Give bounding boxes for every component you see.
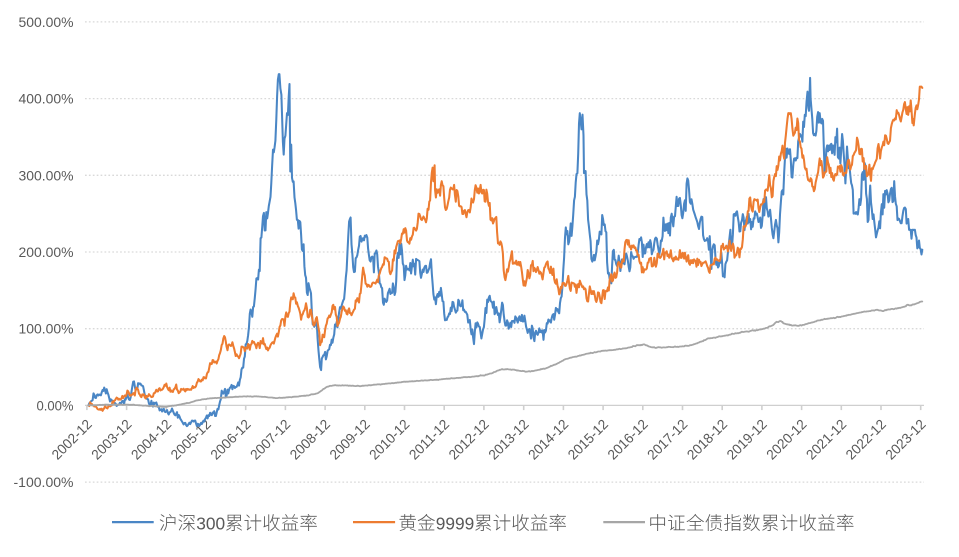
svg-text:500.00%: 500.00%	[19, 14, 74, 30]
svg-text:0.00%: 0.00%	[37, 397, 74, 413]
svg-text:100.00%: 100.00%	[19, 321, 74, 337]
svg-text:300.00%: 300.00%	[19, 167, 74, 183]
svg-text:9999: 9999	[436, 513, 474, 533]
svg-text:300: 300	[196, 513, 225, 533]
svg-text:200.00%: 200.00%	[19, 244, 74, 260]
svg-text:400.00%: 400.00%	[19, 91, 74, 107]
svg-text:-100.00%: -100.00%	[14, 474, 74, 490]
